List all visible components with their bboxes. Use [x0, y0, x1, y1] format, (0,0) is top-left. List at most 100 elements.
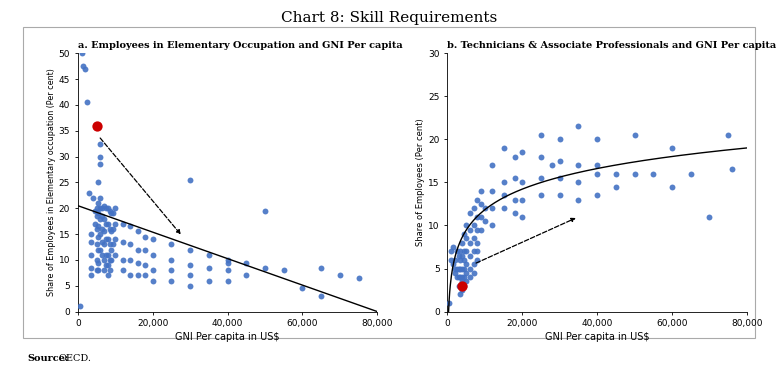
Point — [124, 272, 136, 279]
Point — [73, 303, 86, 309]
Point — [666, 145, 678, 151]
Point — [534, 175, 547, 181]
Point — [315, 264, 328, 271]
X-axis label: GNI Per capita in US$: GNI Per capita in US$ — [545, 332, 650, 342]
Point — [139, 272, 152, 279]
Point — [553, 158, 566, 164]
Point — [456, 287, 468, 293]
Point — [516, 214, 528, 220]
Point — [516, 149, 528, 155]
Point — [464, 240, 476, 246]
Point — [509, 196, 521, 203]
Point — [90, 267, 103, 273]
Point — [591, 162, 604, 168]
Point — [146, 277, 159, 283]
Point — [460, 248, 472, 254]
Point — [452, 283, 464, 289]
Point — [456, 283, 468, 289]
Point — [96, 252, 108, 258]
Point — [184, 262, 196, 268]
Point — [497, 205, 510, 211]
Y-axis label: Share of Employees (Per cent): Share of Employees (Per cent) — [416, 119, 426, 246]
Point — [96, 226, 108, 232]
Point — [90, 213, 103, 219]
Text: Chart 8: Skill Requirements: Chart 8: Skill Requirements — [281, 11, 497, 25]
Point — [259, 208, 272, 214]
Point — [450, 266, 463, 272]
Point — [572, 196, 584, 203]
Point — [89, 208, 101, 214]
Point — [516, 196, 528, 203]
Point — [101, 205, 114, 211]
Point — [92, 234, 104, 240]
Point — [100, 252, 112, 258]
Point — [98, 257, 110, 263]
Point — [443, 300, 455, 306]
Point — [454, 283, 467, 289]
Point — [315, 293, 328, 299]
Point — [458, 257, 471, 263]
Point — [722, 132, 734, 138]
Point — [165, 241, 177, 247]
Point — [454, 291, 467, 298]
Point — [90, 257, 103, 263]
Point — [100, 236, 112, 242]
Point — [146, 252, 159, 258]
Point — [131, 272, 144, 279]
Point — [468, 270, 480, 276]
Point — [445, 257, 457, 263]
Point — [107, 226, 120, 232]
Point — [101, 262, 114, 268]
Point — [221, 267, 233, 273]
Point — [468, 205, 480, 211]
Point — [475, 214, 487, 220]
Point — [240, 272, 253, 279]
Point — [89, 221, 101, 227]
Point — [486, 188, 499, 194]
Point — [572, 124, 584, 130]
Point — [92, 267, 104, 273]
Point — [109, 252, 121, 258]
Point — [475, 201, 487, 207]
Point — [458, 266, 471, 272]
Text: a. Employees in Elementary Occupation and GNI Per capita: a. Employees in Elementary Occupation an… — [78, 41, 402, 50]
Point — [509, 154, 521, 160]
Point — [464, 227, 476, 233]
Point — [131, 247, 144, 253]
Point — [98, 215, 110, 222]
Point — [79, 66, 92, 72]
Point — [703, 214, 716, 220]
Point — [572, 179, 584, 185]
Point — [475, 188, 487, 194]
Point — [184, 177, 196, 183]
Point — [591, 136, 604, 142]
Point — [471, 214, 483, 220]
Point — [109, 205, 121, 211]
Point — [553, 136, 566, 142]
Point — [464, 253, 476, 259]
Point — [75, 50, 88, 56]
Point — [610, 184, 622, 190]
Point — [124, 241, 136, 247]
Text: Source:: Source: — [27, 354, 68, 363]
Point — [221, 257, 233, 263]
Point — [94, 247, 107, 253]
Point — [124, 257, 136, 263]
Point — [497, 179, 510, 185]
Point — [96, 205, 108, 211]
Point — [94, 215, 107, 222]
Point — [221, 277, 233, 283]
Point — [685, 171, 697, 177]
Point — [471, 248, 483, 254]
Point — [85, 264, 97, 271]
Point — [454, 266, 467, 272]
Point — [82, 190, 95, 196]
Point — [77, 63, 89, 69]
Point — [131, 260, 144, 266]
Point — [101, 252, 114, 258]
Point — [94, 205, 107, 211]
Point — [278, 267, 290, 273]
Point — [117, 267, 129, 273]
Point — [90, 205, 103, 211]
Point — [534, 192, 547, 198]
